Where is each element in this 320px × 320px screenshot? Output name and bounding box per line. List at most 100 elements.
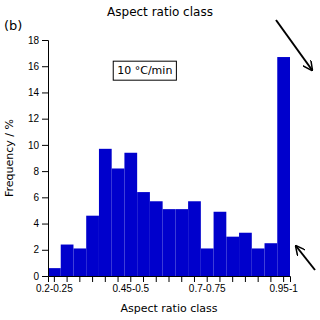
x-tick bbox=[92, 276, 93, 282]
x-tick-label: 0.7-0.75 bbox=[189, 283, 226, 294]
chart: 0.2-0.25 0.45-0.5 0.7-0.75 0.95-1 0 2 4 6 8 10 12 1… bbox=[0, 0, 320, 320]
x-tick bbox=[156, 276, 157, 282]
y-tick-mark bbox=[42, 197, 48, 198]
x-tick-mark bbox=[258, 276, 259, 282]
x-tick-mark bbox=[283, 276, 284, 282]
x-tick-mark bbox=[169, 276, 170, 282]
x-tick-mark bbox=[130, 276, 131, 282]
x-tick-mark bbox=[270, 276, 271, 282]
bar bbox=[277, 57, 290, 276]
arrow bbox=[276, 20, 312, 70]
bar bbox=[265, 243, 278, 276]
x-axis-line bbox=[49, 277, 291, 283]
y-tick-label: 14 bbox=[28, 87, 40, 98]
arrows bbox=[276, 20, 315, 270]
y-axis-line bbox=[42, 41, 49, 277]
plot: 0.2-0.25 0.45-0.5 0.7-0.75 0.95-1 0 2 4 6 8 10 12 1… bbox=[28, 35, 298, 294]
x-tick bbox=[169, 276, 170, 282]
y-tick: 4 bbox=[33, 218, 48, 229]
x-tick-mark bbox=[118, 276, 119, 282]
title: Aspect ratio class bbox=[107, 5, 213, 19]
x-tick: 0.7-0.75 bbox=[189, 276, 226, 294]
y-axis: 0 2 4 6 8 10 12 14 16 18 bbox=[28, 35, 49, 282]
x-tick bbox=[67, 276, 68, 282]
bar bbox=[150, 201, 163, 276]
bar bbox=[252, 248, 265, 276]
x-tick bbox=[143, 276, 144, 282]
bar bbox=[48, 268, 61, 276]
bar bbox=[137, 192, 150, 276]
x-axis-title: Aspect ratio class bbox=[120, 302, 217, 315]
bar bbox=[175, 209, 188, 276]
x-tick bbox=[258, 276, 259, 282]
x-tick bbox=[219, 276, 220, 282]
x-tick-mark bbox=[79, 276, 80, 282]
bar bbox=[163, 209, 176, 276]
x-tick bbox=[181, 276, 182, 282]
y-tick-mark bbox=[42, 119, 48, 120]
y-tick-mark bbox=[42, 250, 48, 251]
bar bbox=[61, 245, 74, 276]
annotation: 10 °C/min bbox=[117, 64, 172, 77]
y-axis-title: Frequency / % bbox=[3, 119, 16, 197]
x-tick bbox=[79, 276, 80, 282]
y-tick-label: 8 bbox=[33, 166, 39, 177]
x-tick-label: 0.95-1 bbox=[269, 283, 298, 294]
bar bbox=[239, 233, 252, 276]
y-tick-mark bbox=[42, 145, 48, 146]
panel-label: (b) bbox=[4, 18, 22, 33]
y-tick-mark bbox=[42, 66, 48, 67]
x-tick-mark bbox=[219, 276, 220, 282]
x-tick bbox=[245, 276, 246, 282]
bar bbox=[226, 237, 239, 276]
y-tick-mark bbox=[42, 276, 48, 277]
x-tick: 0.45-0.5 bbox=[112, 276, 149, 294]
x-tick bbox=[105, 276, 106, 282]
y-tick-mark bbox=[42, 171, 48, 172]
y-tick-label: 4 bbox=[33, 218, 39, 229]
bar bbox=[188, 201, 201, 276]
bar bbox=[86, 216, 99, 276]
x-tick-mark bbox=[54, 276, 55, 282]
x-tick-mark bbox=[181, 276, 182, 282]
x-tick-mark bbox=[92, 276, 93, 282]
y-tick: 0 bbox=[33, 271, 48, 282]
arrow bbox=[296, 246, 315, 270]
x-tick: 0.2-0.25 bbox=[36, 276, 73, 294]
annotation-box: 10 °C/min bbox=[113, 61, 176, 80]
y-tick: 12 bbox=[28, 113, 48, 124]
bar bbox=[112, 168, 125, 276]
x-tick bbox=[270, 276, 271, 282]
bar bbox=[99, 149, 112, 276]
y-tick: 2 bbox=[33, 244, 48, 255]
x-tick: 0.95-1 bbox=[269, 276, 298, 294]
y-tick-label: 12 bbox=[28, 113, 40, 124]
x-tick-mark bbox=[232, 276, 233, 282]
y-tick: 14 bbox=[28, 87, 48, 98]
y-tick-mark bbox=[42, 40, 48, 41]
y-tick-label: 16 bbox=[28, 61, 40, 72]
y-tick-label: 10 bbox=[28, 140, 40, 151]
x-tick-mark bbox=[67, 276, 68, 282]
x-tick-mark bbox=[207, 276, 208, 282]
x-tick bbox=[232, 276, 233, 282]
y-tick: 10 bbox=[28, 140, 48, 151]
y-tick-label: 0 bbox=[33, 271, 39, 282]
x-tick-mark bbox=[194, 276, 195, 282]
y-tick-label: 6 bbox=[33, 192, 39, 203]
x-tick bbox=[194, 276, 195, 282]
x-tick-mark bbox=[156, 276, 157, 282]
y-tick: 16 bbox=[28, 61, 48, 72]
y-tick-label: 18 bbox=[28, 35, 40, 46]
bar bbox=[124, 153, 137, 276]
x-tick-label: 0.45-0.5 bbox=[112, 283, 149, 294]
x-tick bbox=[118, 276, 119, 282]
annotation-frame bbox=[113, 61, 176, 80]
y-tick-mark bbox=[42, 92, 48, 93]
bar bbox=[73, 248, 86, 276]
bar bbox=[214, 212, 227, 276]
y-tick: 18 bbox=[28, 35, 48, 46]
x-tick-mark bbox=[105, 276, 106, 282]
y-tick-label: 2 bbox=[33, 244, 39, 255]
y-tick-mark bbox=[42, 224, 48, 225]
